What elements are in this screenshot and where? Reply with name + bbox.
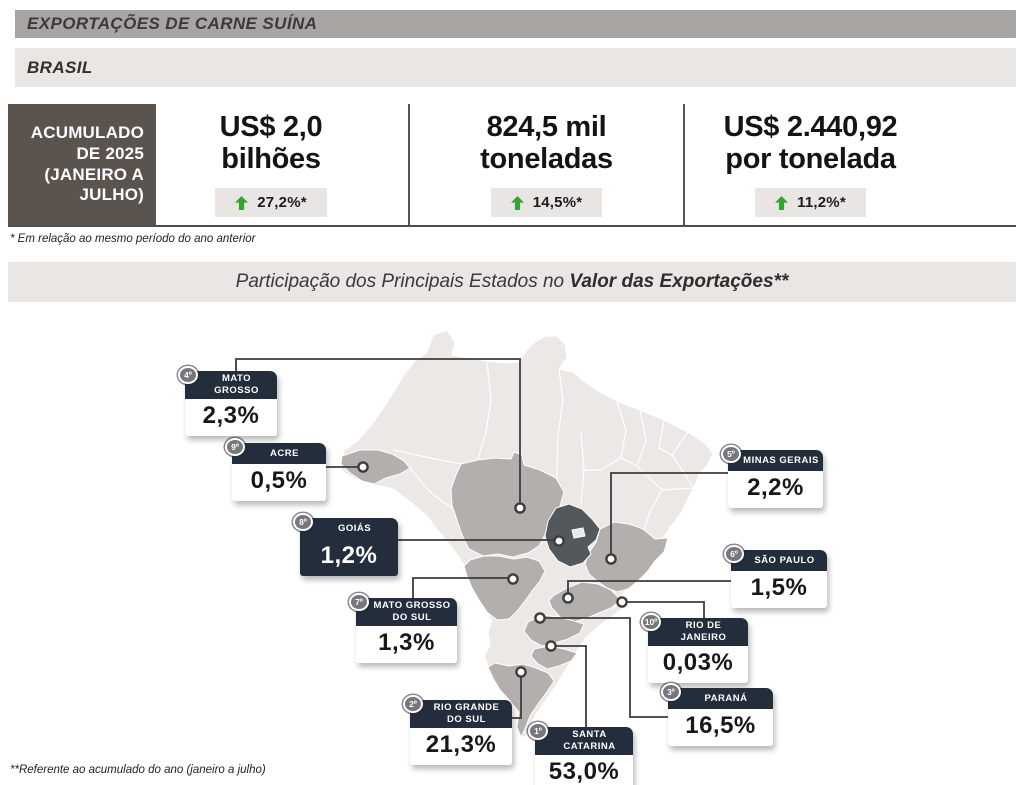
state-name: MATO GROSSO DO SUL (373, 600, 451, 623)
map-point (357, 461, 369, 473)
kpi-value: 824,5 mil toneladas (480, 110, 613, 175)
title-bar: EXPORTAÇÕES DE CARNE SUÍNA (15, 10, 1016, 38)
map-point (515, 666, 527, 678)
state-label-header: 6º SÃO PAULO (724, 545, 827, 571)
state-label-header: 1º SANTA CATARINA (528, 722, 633, 755)
distrito-federal (571, 527, 586, 539)
up-arrow-icon (510, 195, 524, 210)
state-label-rio-grande-do-sul: 2º RIO GRANDE DO SUL 21,3% (403, 695, 512, 765)
map-point (534, 612, 546, 624)
period-box: ACUMULADO DE 2025 (JANEIRO A JULHO) (8, 104, 156, 225)
state-label-header: 10º RIO DE JANEIRO (641, 613, 748, 646)
map-section-title-bar: Participação dos Principais Estados no V… (8, 262, 1016, 302)
map-point (562, 592, 574, 604)
summary-row: ACUMULADO DE 2025 (JANEIRO A JULHO) US$ … (8, 104, 1016, 227)
state-label-rio-de-janeiro: 10º RIO DE JANEIRO 0,03% (641, 613, 748, 683)
state-name: SANTA CATARINA (563, 729, 616, 752)
map-point (507, 573, 519, 585)
state-share: 0,5% (232, 464, 326, 501)
state-share: 1,2% (300, 539, 398, 576)
state-label-santa-catarina: 1º SANTA CATARINA 53,0% (528, 722, 633, 785)
change-badge: 14,5%* (490, 188, 603, 218)
up-arrow-icon (235, 195, 249, 210)
state-share: 1,5% (731, 571, 827, 608)
state-name: GOIÁS (337, 522, 372, 534)
state-label-parana: 3º PARANÁ 16,5% (661, 683, 773, 746)
state-name: RIO DE JANEIRO (680, 620, 727, 643)
change-value: 27,2%* (257, 194, 307, 212)
kpi-value-usd: US$ 2,0 bilhões 27,2%* (156, 104, 408, 225)
state-share: 21,3% (410, 727, 512, 765)
state-label-header: 9º ACRE (225, 438, 326, 464)
kpi-volume: 824,5 mil toneladas 14,5%* (408, 104, 683, 225)
state-share: 16,5% (668, 709, 773, 746)
kpi-value: US$ 2,0 bilhões (219, 110, 323, 175)
state-borders (393, 361, 695, 611)
rank-badge: 3º (661, 683, 681, 701)
state-label-header: 7º MATO GROSSO DO SUL (349, 593, 457, 626)
rank-badge: 5º (721, 445, 741, 463)
state-share: 2,3% (185, 398, 277, 436)
state-label-mato-grosso-do-sul: 7º MATO GROSSO DO SUL 1,3% (349, 593, 457, 663)
state-share: 1,3% (356, 625, 457, 663)
state-name: ACRE (270, 447, 299, 459)
state-label-acre: 9º ACRE 0,5% (225, 438, 326, 501)
rank-badge: 10º (641, 613, 661, 631)
kpi-price: US$ 2.440,92 por tonelada 11,2%* (683, 104, 1014, 225)
map-point (553, 535, 565, 547)
connector-lines (235, 358, 731, 727)
rank-badge: 1º (528, 722, 548, 740)
change-value: 14,5%* (532, 194, 583, 212)
rank-badge: 9º (225, 438, 245, 456)
state-label-mato-grosso: 4º MATO GROSSO 2,3% (178, 366, 277, 436)
map-point (605, 553, 617, 565)
map-point-markers (357, 461, 628, 678)
state-acre (340, 449, 411, 485)
state-label-header: 8º GOIÁS (293, 513, 398, 539)
state-label-header: 2º RIO GRANDE DO SUL (403, 695, 512, 728)
map-section-title-bold: Valor das Exportações** (569, 271, 789, 292)
subtitle-bar: BRASIL (15, 48, 1016, 87)
rank-badge: 8º (293, 513, 313, 531)
state-sao-paulo (548, 581, 622, 623)
kpi-value: US$ 2.440,92 por tonelada (723, 110, 898, 175)
rank-badge: 6º (724, 545, 744, 563)
map-section-title-regular: Participação dos Principais Estados no (235, 271, 570, 292)
state-label-header: 4º MATO GROSSO (178, 366, 277, 399)
page-title: EXPORTAÇÕES DE CARNE SUÍNA (27, 14, 318, 33)
map-section-title: Participação dos Principais Estados no V… (236, 271, 789, 293)
map-point (616, 596, 628, 608)
map-point (514, 502, 526, 514)
rank-badge: 4º (178, 366, 198, 384)
map-point (545, 640, 557, 652)
state-label-goias: 8º GOIÁS 1,2% (293, 513, 398, 576)
state-share: 0,03% (648, 645, 748, 683)
state-mato-grosso-do-sul (463, 555, 546, 621)
state-name: RIO GRANDE DO SUL (433, 702, 500, 725)
region-title: BRASIL (27, 57, 93, 77)
state-name: MATO GROSSO (214, 373, 259, 396)
state-label-header: 5º MINAS GERAIS (721, 445, 823, 471)
change-badge: 11,2%* (755, 188, 866, 218)
highlighted-states (340, 449, 669, 739)
rank-badge: 7º (349, 593, 369, 611)
summary-footnote: * Em relação ao mesmo período do ano ant… (10, 233, 256, 245)
rank-badge: 2º (403, 695, 423, 713)
change-badge: 27,2%* (215, 188, 327, 218)
state-label-sao-paulo: 6º SÃO PAULO 1,5% (724, 545, 827, 608)
state-name: MINAS GERAIS (743, 454, 819, 466)
state-name: SÃO PAULO (754, 554, 815, 566)
state-name: PARANÁ (704, 692, 748, 704)
state-share: 53,0% (535, 754, 633, 785)
up-arrow-icon (775, 195, 789, 210)
state-label-minas-gerais: 5º MINAS GERAIS 2,2% (721, 445, 823, 508)
map-footnote: **Referente ao acumulado do ano (janeiro… (10, 764, 266, 776)
state-label-header: 3º PARANÁ (661, 683, 773, 709)
change-value: 11,2%* (797, 194, 846, 212)
state-share: 2,2% (728, 471, 823, 508)
